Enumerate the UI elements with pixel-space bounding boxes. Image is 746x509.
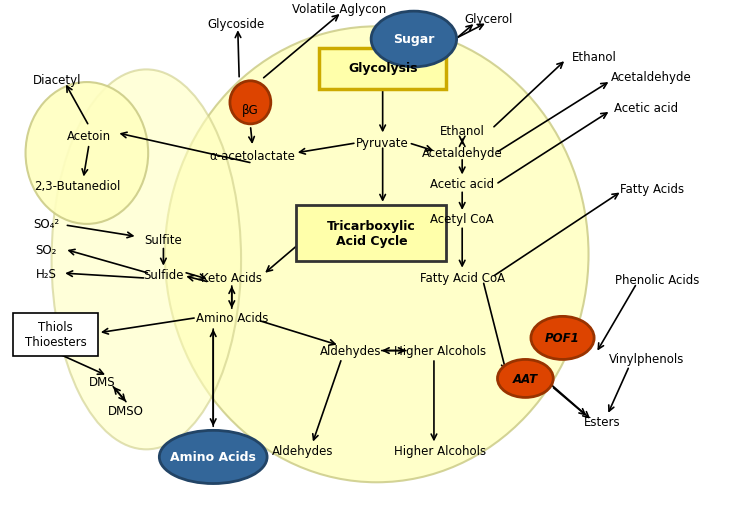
Text: SO₂: SO₂: [35, 243, 57, 256]
Text: SO₄²: SO₄²: [33, 218, 59, 231]
Text: Volatile Aglycon: Volatile Aglycon: [292, 3, 386, 16]
Text: Thiols
Thioesters: Thiols Thioesters: [25, 320, 87, 348]
Text: Glycoside: Glycoside: [207, 18, 264, 31]
Text: Phenolic Acids: Phenolic Acids: [615, 274, 699, 287]
Text: Vinylphenols: Vinylphenols: [609, 352, 684, 365]
Text: Acetyl CoA: Acetyl CoA: [430, 213, 494, 226]
Text: Acetic acid: Acetic acid: [615, 102, 679, 115]
Text: Sulfide: Sulfide: [143, 269, 184, 281]
Text: Amino Acids: Amino Acids: [170, 450, 256, 464]
Text: Fatty Acids: Fatty Acids: [620, 183, 684, 195]
Ellipse shape: [160, 431, 267, 484]
Text: Aldehydes: Aldehydes: [272, 444, 333, 458]
Text: Glycerol: Glycerol: [464, 13, 513, 26]
Text: DMS: DMS: [89, 376, 115, 389]
Text: Acetaldehyde: Acetaldehyde: [421, 147, 503, 160]
Text: Acetoin: Acetoin: [67, 129, 111, 143]
Text: Glycolysis: Glycolysis: [348, 62, 418, 75]
FancyBboxPatch shape: [13, 313, 98, 356]
Text: Esters: Esters: [583, 415, 620, 428]
Text: Acetaldehyde: Acetaldehyde: [611, 71, 692, 84]
Text: Fatty Acid CoA: Fatty Acid CoA: [419, 271, 505, 284]
Text: Acetic acid: Acetic acid: [430, 178, 495, 190]
Text: Pyruvate: Pyruvate: [357, 137, 409, 150]
Text: Amino Acids: Amino Acids: [195, 312, 268, 325]
Text: POF1: POF1: [545, 332, 580, 345]
Ellipse shape: [531, 317, 594, 360]
FancyBboxPatch shape: [296, 205, 446, 262]
Ellipse shape: [165, 27, 589, 483]
Text: Aldehydes: Aldehydes: [320, 345, 381, 357]
Text: Higher Alcohols: Higher Alcohols: [394, 444, 486, 458]
Text: Diacetyl: Diacetyl: [33, 74, 81, 87]
Ellipse shape: [25, 83, 148, 224]
Ellipse shape: [230, 81, 271, 125]
Ellipse shape: [498, 360, 554, 398]
Ellipse shape: [372, 12, 457, 68]
Text: Tricarboxylic
Acid Cycle: Tricarboxylic Acid Cycle: [327, 219, 416, 247]
Text: Keto Acids: Keto Acids: [201, 271, 263, 284]
Text: Higher Alcohols: Higher Alcohols: [394, 345, 486, 357]
Text: DMSO: DMSO: [108, 404, 144, 417]
Text: βG: βG: [242, 104, 259, 117]
Text: Sulfite: Sulfite: [145, 233, 182, 246]
Text: Sugar: Sugar: [393, 34, 435, 46]
Text: 2,3-Butanediol: 2,3-Butanediol: [34, 180, 120, 193]
Text: H₂S: H₂S: [36, 268, 57, 280]
Text: AAT: AAT: [513, 372, 538, 385]
Text: Ethanol: Ethanol: [439, 124, 485, 137]
FancyBboxPatch shape: [319, 48, 446, 90]
Text: Ethanol: Ethanol: [572, 51, 617, 64]
Ellipse shape: [51, 70, 241, 449]
Text: α-acetolactate: α-acetolactate: [210, 150, 295, 163]
